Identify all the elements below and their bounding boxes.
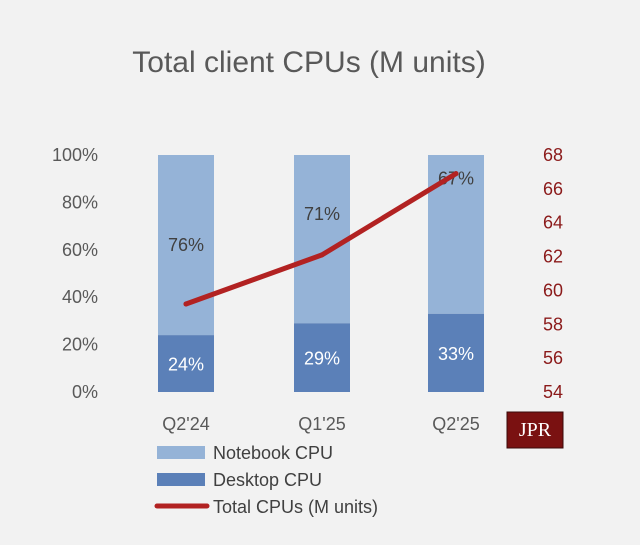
legend-swatch-0 bbox=[157, 446, 205, 459]
bar-desktop-0 bbox=[158, 335, 214, 392]
total-cpus-point bbox=[319, 252, 325, 258]
right-tick-label: 64 bbox=[543, 213, 563, 233]
bars-group bbox=[158, 155, 484, 392]
right-tick-label: 62 bbox=[543, 247, 563, 267]
data-label-notebook-2: 67% bbox=[438, 168, 474, 188]
logo-text: JPR bbox=[519, 419, 552, 441]
left-tick-label: 20% bbox=[62, 335, 98, 355]
category-label: Q1'25 bbox=[298, 414, 345, 434]
right-tick-label: 58 bbox=[543, 314, 563, 334]
legend-swatch-1 bbox=[157, 473, 205, 486]
total-cpus-point bbox=[453, 171, 459, 177]
bar-desktop-1 bbox=[294, 323, 350, 392]
left-tick-label: 60% bbox=[62, 240, 98, 260]
bar-labels-group: 76% 24% 71% 29% 67% 33% bbox=[168, 168, 474, 374]
right-axis: 54 56 58 60 62 64 66 68 bbox=[543, 145, 563, 402]
data-label-desktop-2: 33% bbox=[438, 344, 474, 364]
right-tick-label: 68 bbox=[543, 145, 563, 165]
data-label-notebook-0: 76% bbox=[168, 235, 204, 255]
data-label-desktop-1: 29% bbox=[304, 349, 340, 369]
legend-label-1: Desktop CPU bbox=[213, 470, 322, 490]
right-tick-label: 66 bbox=[543, 179, 563, 199]
jpr-logo: JPR bbox=[506, 411, 564, 449]
category-label: Q2'25 bbox=[432, 414, 479, 434]
right-tick-label: 60 bbox=[543, 280, 563, 300]
left-tick-label: 40% bbox=[62, 287, 98, 307]
left-tick-label: 100% bbox=[52, 145, 98, 165]
logo-box bbox=[506, 411, 564, 449]
bar-desktop-2 bbox=[428, 313, 484, 392]
bar-notebook-2 bbox=[428, 155, 484, 314]
legend-label-0: Notebook CPU bbox=[213, 443, 333, 463]
left-tick-label: 80% bbox=[62, 192, 98, 212]
left-tick-label: 0% bbox=[72, 382, 98, 402]
right-tick-label: 54 bbox=[543, 382, 563, 402]
right-tick-label: 56 bbox=[543, 348, 563, 368]
line-series-group bbox=[183, 171, 459, 307]
legend-label-2: Total CPUs (M units) bbox=[213, 497, 378, 517]
total-cpus-point bbox=[183, 301, 189, 307]
data-label-notebook-1: 71% bbox=[304, 204, 340, 224]
legend: Notebook CPU Desktop CPU Total CPUs (M uni… bbox=[154, 443, 378, 517]
data-label-desktop-0: 24% bbox=[168, 355, 204, 375]
category-axis: Q2'24 Q1'25 Q2'25 bbox=[162, 414, 479, 434]
left-axis: 0% 20% 40% 60% 80% 100% bbox=[52, 145, 98, 402]
bar-notebook-1 bbox=[294, 155, 350, 324]
chart-title: Total client CPUs (M units) bbox=[132, 46, 485, 79]
category-label: Q2'24 bbox=[162, 414, 209, 434]
